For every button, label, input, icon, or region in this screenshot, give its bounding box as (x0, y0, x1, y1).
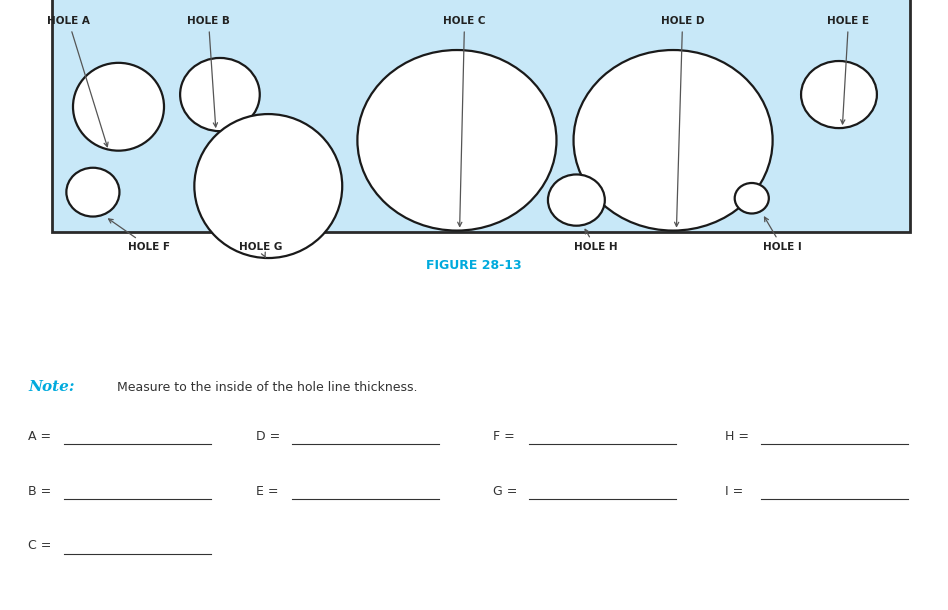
Text: HOLE G: HOLE G (239, 242, 283, 257)
Ellipse shape (357, 50, 556, 231)
Text: HOLE C: HOLE C (444, 16, 485, 226)
Text: HOLE I: HOLE I (763, 217, 801, 252)
Bar (52, 0, 910, 232)
Text: F =: F = (493, 429, 515, 443)
Text: A =: A = (28, 429, 51, 443)
Ellipse shape (735, 183, 769, 214)
Text: Note:: Note: (28, 381, 75, 394)
Text: G =: G = (493, 484, 518, 498)
Ellipse shape (548, 174, 605, 226)
Text: I =: I = (725, 484, 743, 498)
Text: HOLE D: HOLE D (661, 16, 704, 226)
Ellipse shape (73, 63, 164, 151)
Ellipse shape (66, 168, 119, 217)
Text: H =: H = (725, 429, 749, 443)
Ellipse shape (801, 61, 877, 128)
Text: HOLE F: HOLE F (109, 219, 170, 252)
Text: Measure to the inside of the hole line thickness.: Measure to the inside of the hole line t… (109, 381, 417, 394)
Text: FIGURE 28-13: FIGURE 28-13 (427, 259, 521, 272)
Ellipse shape (574, 50, 773, 231)
Text: HOLE H: HOLE H (574, 229, 617, 252)
Text: B =: B = (28, 484, 52, 498)
Text: HOLE E: HOLE E (828, 16, 869, 124)
Text: C =: C = (28, 539, 52, 553)
Ellipse shape (180, 58, 260, 131)
Text: HOLE A: HOLE A (47, 16, 108, 146)
Text: E =: E = (256, 484, 279, 498)
Text: HOLE B: HOLE B (187, 16, 230, 127)
Ellipse shape (194, 114, 342, 258)
Text: D =: D = (256, 429, 281, 443)
